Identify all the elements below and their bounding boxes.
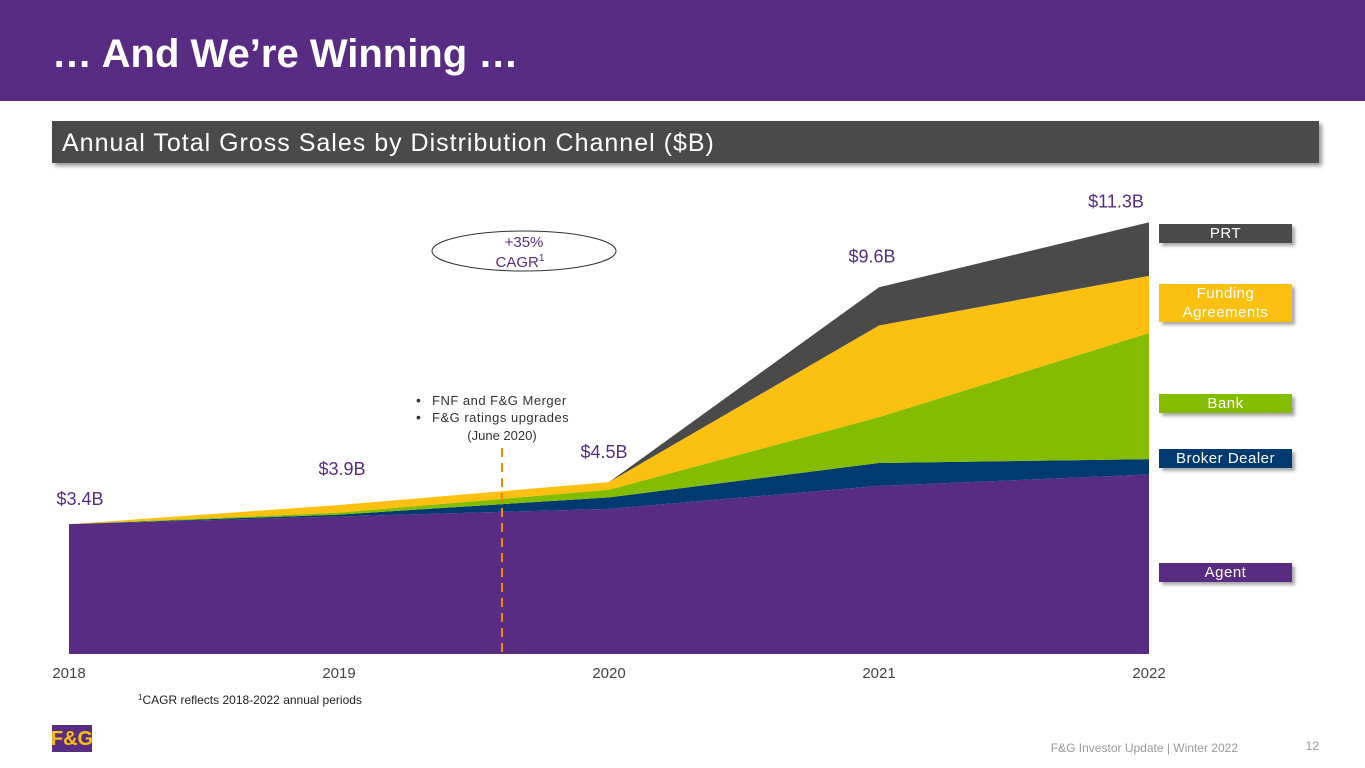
footnote-mark: 1 — [138, 693, 143, 702]
area — [69, 222, 1149, 525]
cagr-text: CAGR — [496, 254, 540, 271]
bullet: • — [416, 392, 421, 408]
footnote: 1CAGR reflects 2018-2022 annual periods — [138, 693, 362, 707]
x-tick-label: 2021 — [862, 665, 895, 682]
total-label: $4.5B — [580, 442, 627, 462]
logo: F&G — [51, 728, 93, 750]
legend-entry: Funding Agreements — [1159, 284, 1292, 322]
footnote-text: CAGR reflects 2018-2022 annual periods — [142, 693, 361, 707]
bullet-date: (June 2020) — [467, 428, 536, 443]
x-tick-label: 2020 — [592, 665, 625, 682]
bullet: • — [416, 409, 421, 425]
header: … And We’re Winning … — [0, 0, 1365, 101]
logo-box — [52, 725, 92, 752]
x-tick-label: 2022 — [1132, 665, 1165, 682]
total-label: $3.9B — [318, 459, 365, 479]
legend-entry: Broker Dealer — [1159, 449, 1292, 468]
total-label: $3.4B — [56, 489, 103, 509]
legend-entry: Bank — [1159, 394, 1292, 413]
legend-entry: PRT — [1159, 224, 1292, 243]
x-tick-label: 2018 — [52, 665, 85, 682]
area — [69, 474, 1149, 654]
x-tick-label: 2019 — [322, 665, 355, 682]
cagr: +35% — [505, 234, 544, 251]
legend-entry: Agent — [1159, 563, 1292, 582]
area — [69, 275, 1149, 525]
title: … And We’re Winning … — [52, 32, 519, 76]
cagr-ellipse — [431, 230, 617, 272]
chart-title: Annual Total Gross Sales by Distribution… — [52, 121, 1319, 163]
total-label: $9.6B — [848, 246, 895, 266]
area — [69, 459, 1149, 525]
page-number: 12 — [1306, 739, 1320, 753]
cagr-label: CAGR1 — [496, 253, 545, 271]
plot — [69, 222, 1149, 654]
total-label: $11.3B — [1088, 191, 1144, 211]
cagr-note: 1 — [539, 253, 545, 264]
bullet-text: F&G ratings upgrades — [432, 410, 569, 425]
area — [69, 333, 1149, 525]
footer-text: F&G Investor Update | Winter 2022 — [1051, 741, 1239, 755]
bullet-text: FNF and F&G Merger — [432, 393, 567, 408]
